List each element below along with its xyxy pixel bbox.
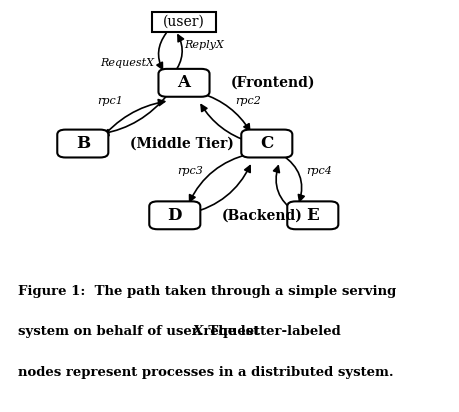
Text: (Middle Tier): (Middle Tier) [129, 136, 233, 150]
FancyBboxPatch shape [241, 130, 292, 157]
FancyArrowPatch shape [201, 105, 249, 142]
FancyArrowPatch shape [157, 33, 166, 69]
Text: system on behalf of user request: system on behalf of user request [18, 325, 264, 339]
Text: ReplyX: ReplyX [184, 40, 224, 50]
Text: rpc1: rpc1 [97, 96, 123, 106]
Text: rpc4: rpc4 [305, 166, 331, 176]
FancyArrowPatch shape [102, 95, 167, 136]
FancyArrowPatch shape [281, 155, 303, 201]
FancyBboxPatch shape [286, 201, 338, 229]
Text: Figure 1:  The path taken through a simple serving: Figure 1: The path taken through a simpl… [18, 285, 396, 298]
FancyBboxPatch shape [149, 201, 200, 229]
Text: . The letter-labeled: . The letter-labeled [199, 325, 340, 339]
FancyArrowPatch shape [201, 93, 249, 131]
Text: RequestX: RequestX [100, 58, 154, 68]
Text: (user): (user) [162, 15, 205, 29]
FancyBboxPatch shape [158, 69, 209, 97]
Text: rpc3: rpc3 [177, 166, 202, 176]
Text: rpc2: rpc2 [235, 96, 261, 106]
Text: D: D [167, 207, 182, 224]
Text: A: A [177, 74, 190, 91]
Text: X: X [193, 325, 203, 339]
Text: E: E [306, 207, 319, 224]
Text: C: C [260, 135, 273, 152]
FancyArrowPatch shape [174, 35, 183, 73]
Text: (Frontend): (Frontend) [230, 76, 315, 90]
FancyArrowPatch shape [100, 100, 164, 140]
FancyArrowPatch shape [189, 154, 249, 201]
FancyBboxPatch shape [151, 12, 216, 32]
FancyArrowPatch shape [273, 166, 295, 213]
Text: (Backend): (Backend) [222, 208, 302, 222]
FancyBboxPatch shape [57, 130, 108, 157]
Text: nodes represent processes in a distributed system.: nodes represent processes in a distribut… [18, 366, 393, 379]
FancyArrowPatch shape [190, 166, 250, 213]
Text: B: B [76, 135, 90, 152]
